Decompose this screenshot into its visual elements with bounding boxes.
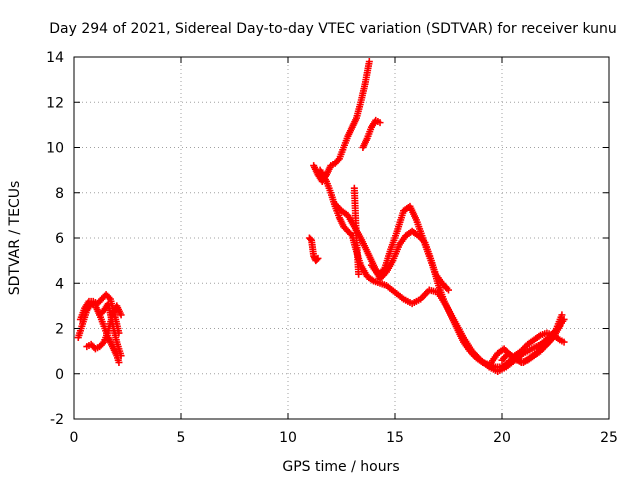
data-point	[115, 358, 123, 366]
y-tick-label: 14	[46, 50, 64, 66]
data-point	[117, 352, 125, 360]
grid-lines	[74, 57, 609, 419]
x-tick-label: 25	[600, 430, 618, 446]
data-point	[99, 340, 107, 348]
data-point	[334, 156, 342, 164]
series-arc-5	[305, 234, 322, 265]
data-points	[74, 58, 568, 375]
y-tick-label: 2	[55, 322, 64, 338]
y-tick-label: 0	[55, 367, 64, 383]
y-tick-label: 8	[55, 186, 64, 202]
x-tick-label: 0	[70, 430, 79, 446]
y-tick-label: 12	[46, 95, 64, 111]
data-point	[314, 254, 322, 262]
data-point	[355, 270, 363, 278]
data-point	[376, 119, 384, 127]
x-tick-labels: 0 5 10 15 20 25	[70, 430, 618, 446]
y-tick-label: 6	[55, 231, 64, 247]
x-tick-label: 10	[279, 430, 297, 446]
data-point	[105, 294, 113, 302]
data-point	[558, 311, 566, 319]
series-arc-9	[350, 184, 363, 278]
series-arc-4	[96, 300, 125, 360]
data-point	[306, 235, 314, 243]
series-arc-6	[310, 58, 373, 185]
x-tick-label: 15	[386, 430, 404, 446]
x-tick-label: 20	[493, 430, 511, 446]
axis-ticks	[73, 56, 610, 420]
data-point	[347, 230, 355, 238]
x-axis-label: GPS time / hours	[282, 459, 399, 475]
series-arc-11	[367, 202, 452, 294]
y-tick-labels: -2 0 2 4 6 8 10 12 14	[46, 50, 64, 428]
y-axis-label: SDTVAR / TECUs	[7, 181, 23, 296]
chart-title: Day 294 of 2021, Sidereal Day-to-day VTE…	[49, 21, 617, 37]
y-tick-label: 10	[46, 141, 64, 157]
data-point	[313, 255, 321, 263]
data-point	[556, 322, 564, 330]
x-tick-label: 5	[177, 430, 186, 446]
y-tick-label: -2	[50, 412, 64, 428]
data-point	[560, 338, 568, 346]
data-point	[445, 286, 452, 294]
data-point	[117, 311, 125, 319]
series-arc-8	[331, 200, 568, 371]
series-arc-13	[498, 322, 564, 366]
y-tick-label: 4	[55, 276, 64, 292]
series-arc-10	[359, 116, 384, 151]
data-point	[365, 58, 373, 66]
